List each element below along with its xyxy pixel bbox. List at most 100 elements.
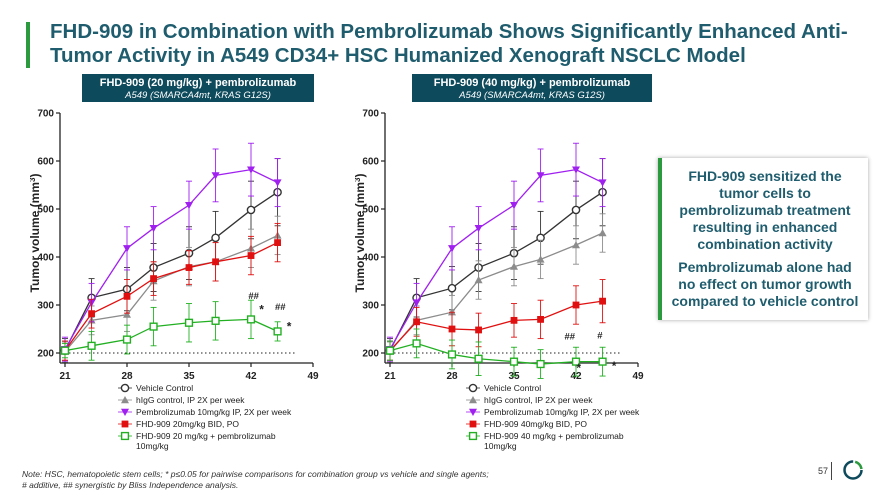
data-point xyxy=(211,172,220,180)
data-point xyxy=(536,255,545,263)
legend-marker xyxy=(121,408,129,416)
data-point xyxy=(185,264,193,271)
legend-item: FHD-909 40mg/kg BID, PO xyxy=(466,419,656,429)
x-tick-label: 21 xyxy=(384,371,396,382)
data-point xyxy=(87,341,96,350)
legend-symbol xyxy=(118,383,132,393)
data-point xyxy=(247,252,255,259)
series-2 xyxy=(386,142,607,362)
data-point xyxy=(571,205,581,215)
data-point xyxy=(599,297,606,305)
data-point xyxy=(598,179,607,187)
chart-1-header-subtitle: A549 (SMARCA4mt, KRAS G12S) xyxy=(125,90,271,101)
page-number: 57 xyxy=(818,466,829,476)
data-point xyxy=(447,283,457,293)
x-tick-label: 42 xyxy=(245,371,257,382)
x-tick-label: 21 xyxy=(59,371,71,382)
significance-annotation: * xyxy=(576,361,581,375)
legend-item: hIgG control, IP 2X per week xyxy=(466,395,656,405)
data-point xyxy=(537,316,544,323)
callout-finding-2: Pembrolizumab alone had no effect on tum… xyxy=(671,259,859,309)
data-point xyxy=(571,357,581,366)
legend-item: Pembrolizumab 10mg/kg IP, 2X per week xyxy=(118,407,308,417)
y-tick-label: 400 xyxy=(37,253,54,264)
data-point xyxy=(273,327,282,336)
y-tick-label: 600 xyxy=(362,157,379,168)
significance-annotation: * xyxy=(612,359,617,373)
data-point xyxy=(474,354,483,363)
footnote-line-1: Note: HSC, hematopoietic stem cells; * p… xyxy=(22,469,489,479)
data-point xyxy=(274,239,281,246)
legend-symbol xyxy=(118,396,132,404)
data-point xyxy=(536,172,545,180)
data-point xyxy=(598,229,607,237)
x-tick-label: 35 xyxy=(508,371,520,382)
chart-1-header: FHD-909 (20 mg/kg) + pembrolizumab A549 … xyxy=(82,74,314,102)
y-tick-label: 200 xyxy=(37,349,54,360)
data-point xyxy=(572,166,580,174)
data-point xyxy=(122,335,132,344)
x-tick-label: 35 xyxy=(183,371,195,382)
data-point xyxy=(149,322,158,331)
y-tick-label: 500 xyxy=(362,205,379,216)
legend-label: Pembrolizumab 10mg/kg IP, 2X per week xyxy=(484,407,640,417)
legend-symbol xyxy=(466,383,480,393)
data-point xyxy=(246,205,256,215)
legend-symbol xyxy=(118,408,132,416)
legend-marker xyxy=(121,420,129,428)
y-tick-label: 200 xyxy=(362,349,379,360)
data-point xyxy=(447,350,457,359)
footnote: Note: HSC, hematopoietic stem cells; * p… xyxy=(22,469,582,491)
chart-2: 2003004005006007002128354249Study days (… xyxy=(355,109,644,383)
y-tick-label: 700 xyxy=(362,109,379,120)
footnote-line-2: # additive, ## synergistic by Bliss Inde… xyxy=(22,480,239,490)
chart-2-header-subtitle: A549 (SMARCA4mt, KRAS G12S) xyxy=(459,90,605,101)
legend-item: Pembrolizumab 10mg/kg IP, 2X per week xyxy=(466,407,656,417)
title-accent-bar xyxy=(26,22,30,68)
chart-2-legend: Vehicle Control hIgG control, IP 2X per w… xyxy=(466,383,656,453)
data-point xyxy=(184,318,194,327)
y-tick-label: 400 xyxy=(362,253,379,264)
legend-item: Vehicle Control xyxy=(466,383,656,393)
legend-item: FHD-909 20 mg/kg + pembrolizumab 10mg/kg xyxy=(118,431,308,451)
y-tick-label: 600 xyxy=(37,157,54,168)
chart-1: 2003004005006007002128354249Study days (… xyxy=(30,109,319,383)
legend-label: Vehicle Control xyxy=(484,383,542,393)
data-point xyxy=(185,201,193,210)
data-point xyxy=(572,301,580,309)
x-tick-label: 42 xyxy=(570,371,582,382)
legend-marker xyxy=(468,431,478,441)
legend-marker xyxy=(468,383,478,393)
y-tick-label: 300 xyxy=(362,301,379,312)
legend-label: FHD-909 20mg/kg BID, PO xyxy=(136,419,239,429)
legend-marker xyxy=(120,383,130,393)
series-3 xyxy=(386,279,606,361)
series-line xyxy=(389,342,603,365)
legend-label: hIgG control, IP 2X per week xyxy=(136,395,245,405)
page-title: FHD-909 in Combination with Pembrolizuma… xyxy=(50,20,848,67)
legend-label: Vehicle Control xyxy=(136,383,194,393)
data-point xyxy=(273,179,282,187)
legend-marker xyxy=(469,420,477,428)
legend-marker xyxy=(469,396,477,404)
data-point xyxy=(88,310,95,318)
data-point xyxy=(385,346,395,355)
significance-annotation: * xyxy=(287,319,292,333)
y-tick-label: 700 xyxy=(37,109,54,120)
series-line xyxy=(64,234,278,352)
significance-annotation: ## xyxy=(248,291,259,302)
data-point xyxy=(536,359,545,369)
page-number-divider xyxy=(831,462,832,480)
series-0 xyxy=(60,158,282,364)
legend-label: Pembrolizumab 10mg/kg IP, 2X per week xyxy=(136,407,292,417)
legend-item: Vehicle Control xyxy=(118,383,308,393)
series-4 xyxy=(60,299,282,361)
legend-label: FHD-909 20 mg/kg + pembrolizumab 10mg/kg xyxy=(136,431,276,451)
series-line xyxy=(64,242,278,351)
y-axis-label: Tumor volume (mm3) xyxy=(30,174,42,293)
data-point xyxy=(60,346,70,355)
legend-item: FHD-909 20mg/kg BID, PO xyxy=(118,419,308,429)
x-tick-label: 49 xyxy=(307,371,319,382)
significance-annotation: # xyxy=(597,331,603,342)
data-point xyxy=(212,258,219,266)
